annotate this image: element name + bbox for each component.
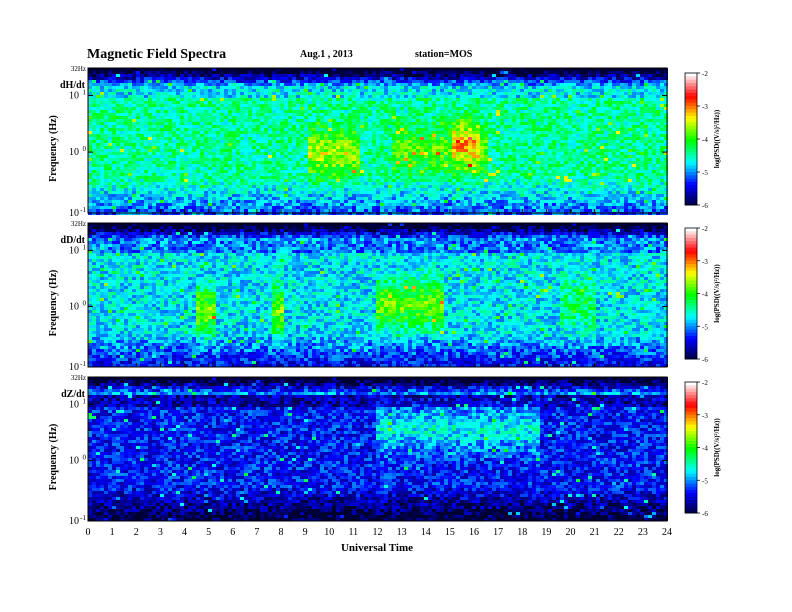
x-tick-label: 9: [303, 527, 308, 538]
x-tick-label: 19: [541, 527, 551, 538]
y-tick-label: 10: [69, 516, 79, 527]
spectrogram-image: [88, 223, 668, 367]
colorbar-tick-label: -4: [702, 291, 708, 299]
y-axis-label: Frequency (Hz): [48, 270, 59, 337]
y-tick-label: 10: [69, 302, 79, 313]
y-axis-label: Frequency (Hz): [48, 115, 59, 182]
x-tick-label: 21: [590, 527, 600, 538]
x-tick-label: 14: [421, 527, 431, 538]
x-tick-label: 13: [397, 527, 407, 538]
x-tick-label: 15: [445, 527, 455, 538]
x-tick-label: 2: [134, 527, 139, 538]
y-tick-exponent: -1: [80, 360, 86, 368]
colorbar-tick-label: -2: [702, 225, 708, 233]
x-axis-label: Universal Time: [341, 542, 413, 554]
colorbar-tick-label: -3: [702, 258, 708, 266]
y-axis-label: Frequency (Hz): [48, 424, 59, 491]
y-tick-label: 10: [69, 91, 79, 102]
x-tick-label: 17: [493, 527, 503, 538]
x-tick-label: 18: [517, 527, 527, 538]
colorbar: -2 -3 -4 -5 -6 log(PSD((V/s)²/Hz)): [685, 379, 721, 518]
panel-label: dD/dt: [61, 235, 86, 246]
colorbar-tick-label: -5: [702, 477, 708, 485]
colorbar-tick-label: -6: [702, 202, 708, 210]
chart-title: Magnetic Field Spectra: [87, 47, 226, 62]
x-tick-label: 12: [373, 527, 383, 538]
colorbar-tick-label: -2: [702, 379, 708, 387]
colorbar-label: log(PSD((V/s)²/Hz)): [713, 109, 721, 168]
y-tick-label: 32Hz: [71, 65, 86, 73]
y-tick-exponent: -1: [80, 206, 86, 214]
y-tick-label: 10: [69, 456, 79, 467]
y-tick-label: 10: [69, 399, 79, 410]
x-tick-label: 1: [110, 527, 115, 538]
y-tick-label: 32Hz: [71, 374, 86, 382]
x-tick-label: 16: [469, 527, 479, 538]
y-tick-exponent: 0: [83, 454, 87, 462]
colorbar: -2 -3 -4 -5 -6 log(PSD((V/s)²/Hz)): [685, 225, 721, 364]
x-tick-label: 23: [638, 527, 648, 538]
x-tick-label: 10: [324, 527, 334, 538]
colorbar-tick-label: -6: [702, 356, 708, 364]
x-tick-label: 7: [254, 527, 259, 538]
colorbar-tick-label: -2: [702, 70, 708, 78]
colorbar-tick-label: -5: [702, 169, 708, 177]
y-tick-label: 10: [69, 147, 79, 158]
x-tick-label: 24: [662, 527, 672, 538]
y-tick-label: 32Hz: [71, 220, 86, 228]
station-label: station=MOS: [415, 49, 473, 60]
x-tick-label: 20: [566, 527, 576, 538]
x-tick-label: 8: [279, 527, 284, 538]
spectrogram-image: [88, 68, 668, 215]
colorbar-tick-label: -3: [702, 412, 708, 420]
panel-label: dZ/dt: [61, 389, 86, 400]
x-tick-label: 0: [86, 527, 91, 538]
y-tick-exponent: 0: [83, 300, 87, 308]
x-tick-label: 11: [349, 527, 359, 538]
x-tick-label: 3: [158, 527, 163, 538]
colorbar: -2 -3 -4 -5 -6 log(PSD((V/s)²/Hz)): [685, 70, 721, 210]
y-tick-label: 10: [69, 245, 79, 256]
y-tick-label: 10: [69, 362, 79, 373]
y-tick-label: 10: [69, 208, 79, 219]
colorbar-tick-label: -4: [702, 445, 708, 453]
x-tick-label: 6: [230, 527, 235, 538]
colorbar-tick-label: -6: [702, 510, 708, 518]
panel-label: dH/dt: [60, 80, 86, 91]
colorbar-tick-label: -3: [702, 103, 708, 111]
colorbar-label: log(PSD((V/s)²/Hz)): [713, 264, 721, 323]
y-tick-exponent: 0: [83, 145, 87, 153]
colorbar-tick-label: -4: [702, 136, 708, 144]
colorbar-label: log(PSD((V/s)²/Hz)): [713, 418, 721, 477]
y-tick-exponent: -1: [80, 514, 86, 522]
date-label: Aug.1 , 2013: [300, 49, 353, 60]
x-tick-label: 5: [206, 527, 211, 538]
spectrogram-image: [88, 377, 668, 521]
colorbar-tick-label: -5: [702, 323, 708, 331]
x-tick-label: 4: [182, 527, 187, 538]
x-tick-label: 22: [614, 527, 624, 538]
